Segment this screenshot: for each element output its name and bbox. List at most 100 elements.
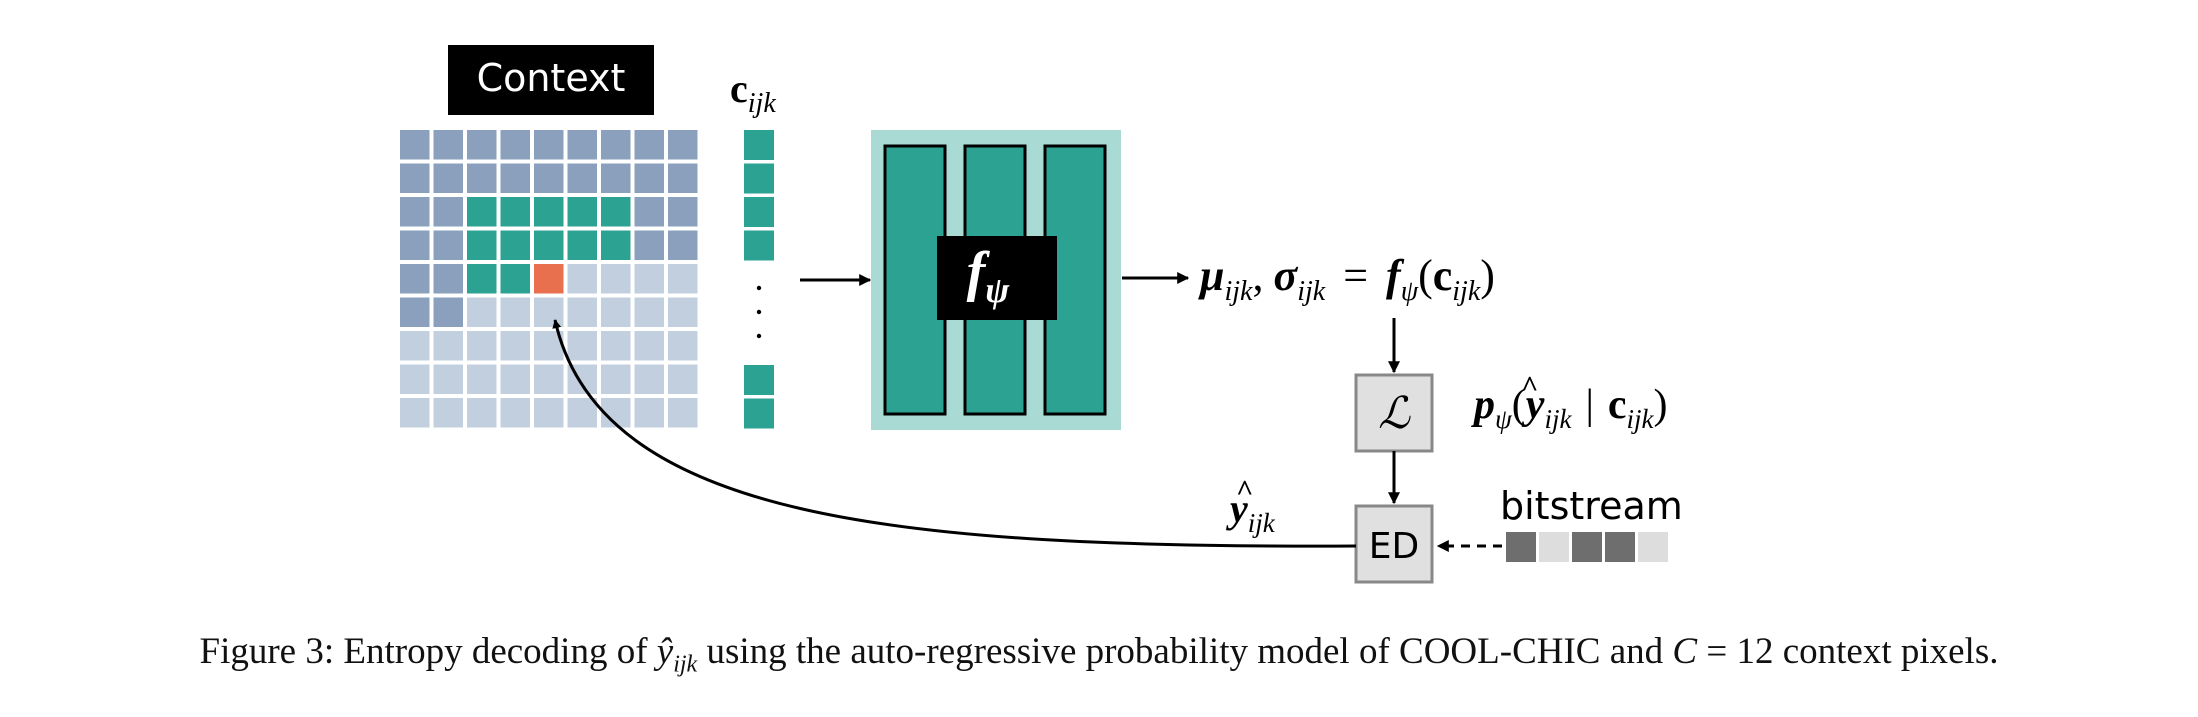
grid-cell-current [534,264,564,294]
grid-cell-past [433,230,463,260]
context-vector-sub: ijk [748,88,777,119]
grid-cell-past [500,163,530,193]
grid-cell-future [400,398,430,428]
decoder-box: ED [1354,504,1434,584]
prob-y-sub: ijk [1544,404,1572,434]
grid-cell-future [534,297,564,327]
grid-cell-past [400,297,430,327]
prob-open: ( [1512,382,1526,428]
context-vector-label: cijk [730,66,776,119]
eq-sigma-sub: ijk [1297,276,1326,307]
grid-cell-future [467,297,497,327]
eq-equals: = [1343,251,1368,300]
caption-C: C [1672,631,1698,672]
grid-cell-future [467,398,497,428]
context-vector-cell [744,365,774,395]
context-vector-c: c [730,66,748,111]
bitstream-bit-dark [1605,532,1635,562]
context-label: Context [477,56,626,100]
context-vector-cell [744,398,774,429]
grid-cell-past [567,163,597,193]
network-block: fψ [871,130,1121,430]
grid-cell-past [668,130,698,160]
grid-cell-past [433,264,463,294]
likelihood-symbol: ℒ [1378,389,1411,438]
grid-cell-context [467,264,497,294]
grid-cell-future [534,364,564,394]
eq-sep: , [1252,251,1263,300]
network-label-box [937,236,1057,320]
grid-cell-future [500,297,530,327]
eq-psi: ψ [1401,276,1419,307]
svg-text:fψ: fψ [967,241,1011,310]
grid-cell-past [500,130,530,160]
grid-cell-past [400,264,430,294]
grid-cell-future [467,331,497,361]
caption-rest: = 12 context pixels. [1706,631,1999,672]
grid-cell-context [500,230,530,260]
grid-cell-future [500,364,530,394]
grid-cell-past [400,197,430,227]
grid-cell-future [634,398,664,428]
grid-cell-future [668,264,698,294]
grid-cell-future [601,331,631,361]
context-label-box: Context [448,45,654,115]
context-vector-cell [744,197,774,227]
grid-cell-context [601,197,631,227]
context-vector [744,130,774,429]
grid-cell-future [601,264,631,294]
grid-cell-context [500,197,530,227]
probability-expression: pψ(yijk | cijk) ^ [1471,370,1668,434]
grid-cell-context [467,230,497,260]
grid-cell-past [634,230,664,260]
eq-open: ( [1418,251,1433,300]
context-vector-cell [744,230,774,261]
prob-psi: ψ [1495,404,1513,434]
grid-cell-past [601,163,631,193]
grid-cell-future [567,264,597,294]
grid-cell-past [634,130,664,160]
grid-cell-future [534,398,564,428]
grid-cell-future [567,297,597,327]
network-layer-1 [883,144,947,416]
grid-cell-context [601,230,631,260]
grid-cell-context [534,230,564,260]
grid-cell-future [433,364,463,394]
output-equation: μijk, σijk = fψ(cijk) [1198,251,1495,307]
prob-bar: | [1585,382,1593,428]
yhat-hat: ^ [1236,474,1253,507]
context-grid [400,130,698,428]
prob-c-sub: ijk [1627,404,1655,434]
grid-cell-past [567,130,597,160]
grid-cell-past [668,163,698,193]
grid-cell-future [433,398,463,428]
svg-text:cijk: cijk [730,66,776,119]
grid-cell-past [601,130,631,160]
grid-cell-future [601,364,631,394]
grid-cell-past [433,130,463,160]
bitstream-bit-light [1539,532,1569,562]
grid-cell-past [400,130,430,160]
grid-cell-future [400,364,430,394]
grid-cell-past [467,163,497,193]
grid-cell-future [634,297,664,327]
eq-mu-sub: ijk [1224,276,1253,307]
bitstream-bit-dark [1506,532,1536,562]
grid-cell-past [534,130,564,160]
grid-cell-future [433,331,463,361]
grid-cell-past [668,197,698,227]
caption-var-sub: ijk [673,651,698,678]
prob-y-hat: ^ [1521,370,1538,403]
caption-prefix: Figure 3: Entropy decoding of [199,631,648,672]
grid-cell-past [433,197,463,227]
eq-c-sub: ijk [1452,276,1481,307]
grid-cell-future [567,398,597,428]
grid-cell-future [668,364,698,394]
bitstream-label: bitstream [1500,484,1683,528]
grid-cell-past [400,163,430,193]
grid-cell-future [400,331,430,361]
eq-c: c [1433,251,1453,300]
svg-text:μijk,σijk=fψ(cijk): μijk, σijk = fψ(cijk) [1198,251,1495,307]
bitstream-bit-dark [1572,532,1602,562]
svg-text:yijk: yijk [1226,486,1276,538]
